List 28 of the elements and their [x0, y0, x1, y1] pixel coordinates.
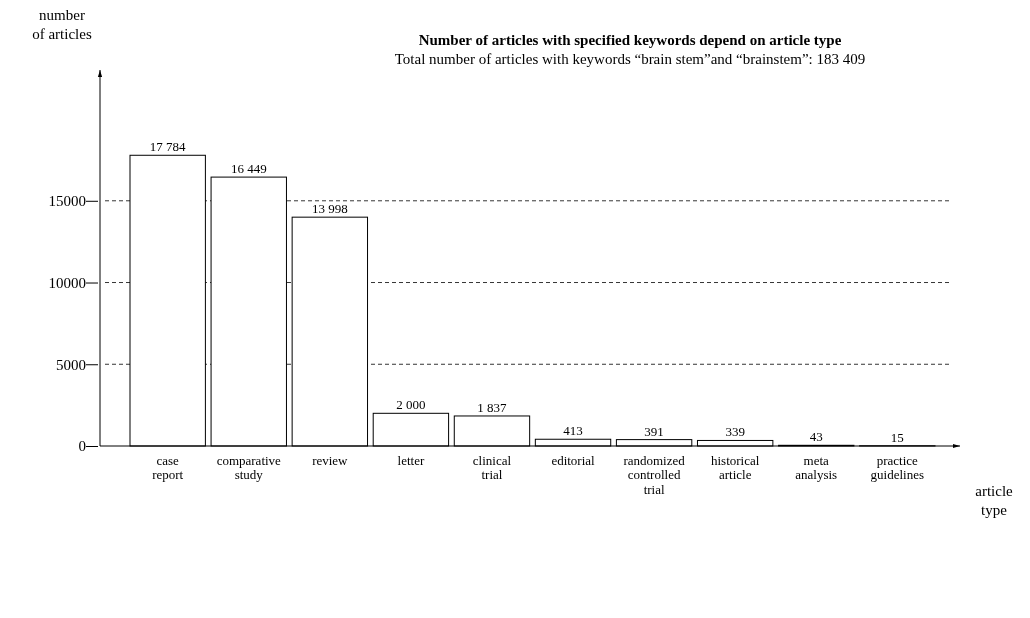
x-tick-label: historical article: [710, 453, 760, 483]
y-axis-title: number of articles: [32, 7, 92, 42]
x-axis-title: article type: [975, 483, 1014, 518]
data-label: 15: [890, 429, 904, 445]
x-tick-label: review: [312, 453, 349, 468]
y-tick-label: 15000: [48, 193, 86, 210]
x-tick-label: editorial: [551, 453, 596, 468]
data-label: 13 998: [311, 201, 348, 217]
data-label: 1 837: [477, 399, 508, 415]
data-label: 43: [809, 429, 823, 445]
y-tick-label: 0: [78, 438, 86, 455]
data-label: 17 784: [149, 139, 187, 155]
data-label: 16 449: [230, 161, 267, 177]
x-tick-label: practice guidelines: [870, 453, 925, 483]
data-label: 339: [725, 424, 745, 440]
x-tick-label: letter: [397, 453, 425, 468]
y-tick-label: 10000: [48, 274, 86, 291]
x-tick-label: case report: [152, 453, 184, 483]
chart-subtitle: Total number of articles with keywords “brain stem”and “brainstem”: 183 409: [394, 51, 866, 67]
y-tick-label: 5000: [56, 356, 86, 373]
x-tick-label: comparative study: [216, 453, 282, 483]
data-label: 2 000: [396, 397, 426, 413]
data-label: 413: [563, 423, 583, 439]
x-tick-label: clinical trial: [472, 453, 512, 483]
x-tick-label: randomized controlled trial: [623, 453, 686, 497]
x-tick-label: meta analysis: [795, 453, 838, 483]
data-label: 391: [644, 423, 664, 439]
chart-title: Number of articles with specified keywords depend on article type: [418, 32, 842, 48]
